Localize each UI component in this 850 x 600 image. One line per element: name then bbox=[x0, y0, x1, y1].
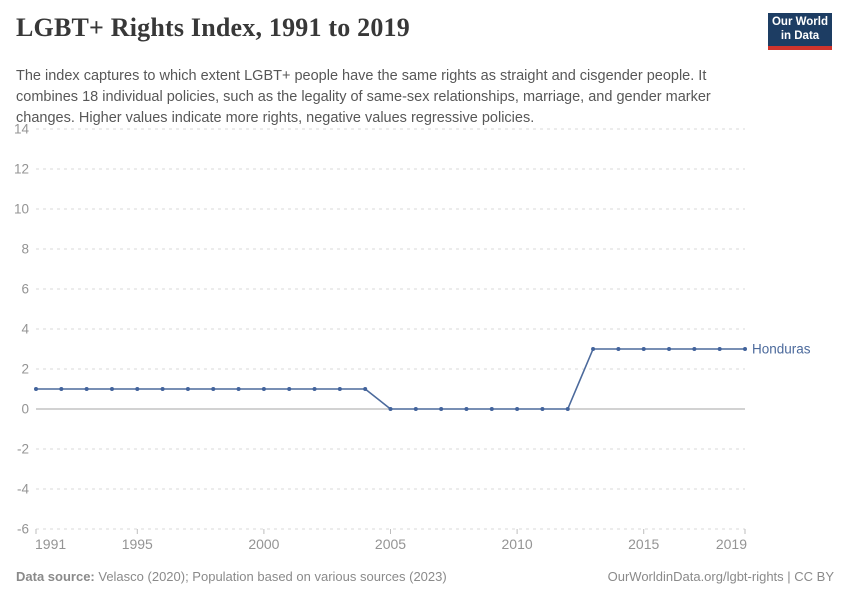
chart-area: -6 -4 -2 0 2 4 6 8 10 12 14 1991 1995 2000 2005 2010 201… bbox=[0, 115, 850, 565]
x-tick-label: 2005 bbox=[375, 536, 406, 552]
data-source-text: Velasco (2020); Population based on vari… bbox=[94, 569, 447, 584]
data-point[interactable] bbox=[109, 387, 114, 391]
data-point[interactable] bbox=[464, 407, 469, 411]
chart-subtitle: The index captures to which extent LGBT+… bbox=[16, 68, 711, 127]
x-tick-label: 2015 bbox=[628, 536, 659, 552]
data-point[interactable] bbox=[717, 347, 722, 351]
data-point[interactable] bbox=[135, 387, 140, 391]
data-point[interactable] bbox=[211, 387, 216, 391]
chart-canvas[interactable]: -6 -4 -2 0 2 4 6 8 10 12 14 1991 1995 2000 2005 2010 201… bbox=[0, 115, 850, 565]
x-tick-label: 2000 bbox=[248, 536, 279, 552]
y-tick-label: -4 bbox=[17, 482, 29, 497]
y-tick-label: 6 bbox=[21, 282, 29, 297]
chart-title: LGBT+ Rights Index, 1991 to 2019 bbox=[16, 13, 410, 42]
data-point[interactable] bbox=[413, 407, 418, 411]
y-tick-label: -2 bbox=[17, 442, 29, 457]
data-point[interactable] bbox=[84, 387, 89, 391]
data-point[interactable] bbox=[363, 387, 368, 391]
data-point[interactable] bbox=[34, 387, 38, 391]
data-point[interactable] bbox=[59, 387, 64, 391]
data-point[interactable] bbox=[515, 407, 520, 411]
data-point[interactable] bbox=[667, 347, 672, 351]
data-point[interactable] bbox=[591, 347, 596, 351]
data-point[interactable] bbox=[616, 347, 621, 351]
x-tick-label: 1991 bbox=[35, 536, 66, 552]
credit-link[interactable]: OurWorldinData.org/lgbt-rights | CC BY bbox=[607, 569, 834, 584]
chart-footer: Data source: Velasco (2020); Population … bbox=[16, 569, 834, 584]
y-tick-label: 2 bbox=[21, 362, 29, 377]
data-point[interactable] bbox=[439, 407, 444, 411]
data-point[interactable] bbox=[287, 387, 292, 391]
data-point[interactable] bbox=[743, 347, 747, 351]
owid-logo-line1: Our World bbox=[771, 16, 828, 28]
data-point[interactable] bbox=[565, 407, 570, 411]
y-tick-label: 12 bbox=[14, 162, 29, 177]
owid-logo-line2: in Data bbox=[780, 29, 820, 42]
data-point[interactable] bbox=[337, 387, 342, 391]
x-tick-label: 2010 bbox=[502, 536, 533, 552]
y-tick-label: 10 bbox=[14, 202, 29, 217]
y-tick-label: 8 bbox=[21, 242, 29, 257]
data-point[interactable] bbox=[692, 347, 697, 351]
data-point[interactable] bbox=[388, 407, 393, 411]
data-point[interactable] bbox=[160, 387, 165, 391]
data-point[interactable] bbox=[312, 387, 317, 391]
series-label-honduras[interactable]: Honduras bbox=[752, 342, 811, 357]
data-point[interactable] bbox=[261, 387, 266, 391]
y-tick-label: 0 bbox=[21, 402, 29, 417]
data-source-label: Data source: bbox=[16, 569, 95, 584]
y-tick-label: 4 bbox=[21, 322, 29, 337]
data-point[interactable] bbox=[641, 347, 646, 351]
data-point[interactable] bbox=[540, 407, 545, 411]
data-point[interactable] bbox=[236, 387, 241, 391]
x-tick-label: 2019 bbox=[716, 536, 747, 552]
data-source: Data source: Velasco (2020); Population … bbox=[16, 569, 447, 584]
data-point[interactable] bbox=[185, 387, 190, 391]
data-point[interactable] bbox=[489, 407, 494, 411]
x-tick-label: 1995 bbox=[122, 536, 153, 552]
series-line-honduras[interactable] bbox=[36, 348, 745, 410]
y-tick-label: 14 bbox=[14, 122, 30, 137]
y-tick-label: -6 bbox=[17, 522, 29, 537]
owid-logo[interactable]: Our World in Data bbox=[768, 13, 832, 50]
